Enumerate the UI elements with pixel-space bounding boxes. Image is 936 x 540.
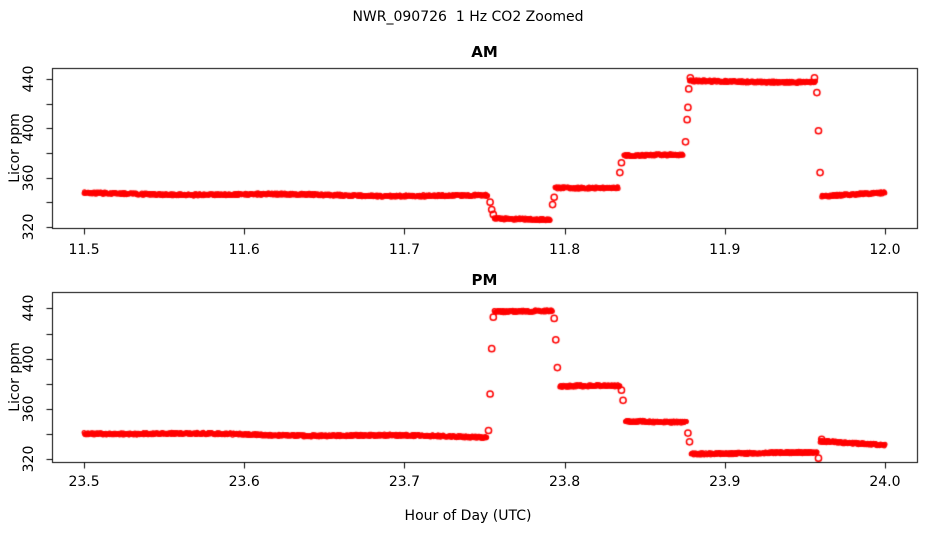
am-x-tick-label-11.5: 11.5 — [68, 242, 100, 258]
am-x-tick-label-11.6: 11.6 — [228, 242, 260, 258]
pm-x-tick-label-23.5: 23.5 — [68, 474, 100, 490]
pm-y-tick-label-360: 360 — [21, 395, 37, 423]
am-y-tick-label-440: 440 — [21, 65, 37, 93]
am-x-tick-label-12.0: 12.0 — [869, 242, 901, 258]
am-x-tick-label-11.8: 11.8 — [548, 242, 581, 258]
pm-x-tick-label-23.9: 23.9 — [709, 474, 741, 490]
am-x-tick-label-11.9: 11.9 — [709, 242, 741, 258]
am-x-tick-label-11.7: 11.7 — [388, 242, 420, 258]
am-y-tick-label-320: 320 — [21, 213, 37, 241]
pm-x-tick-label-23.6: 23.6 — [228, 474, 260, 490]
pm-x-tick-label-23.8: 23.8 — [548, 474, 581, 490]
pm-y-tick-label-400: 400 — [21, 345, 37, 373]
pm-y-tick-label-440: 440 — [21, 294, 37, 322]
am-y-tick-label-360: 360 — [21, 164, 37, 191]
pm-x-tick-label-24.0: 24.0 — [869, 474, 901, 490]
am-y-tick-label-400: 400 — [21, 114, 37, 142]
pm-y-tick-label-320: 320 — [21, 446, 37, 473]
pm-x-tick-label-23.7: 23.7 — [388, 474, 420, 490]
